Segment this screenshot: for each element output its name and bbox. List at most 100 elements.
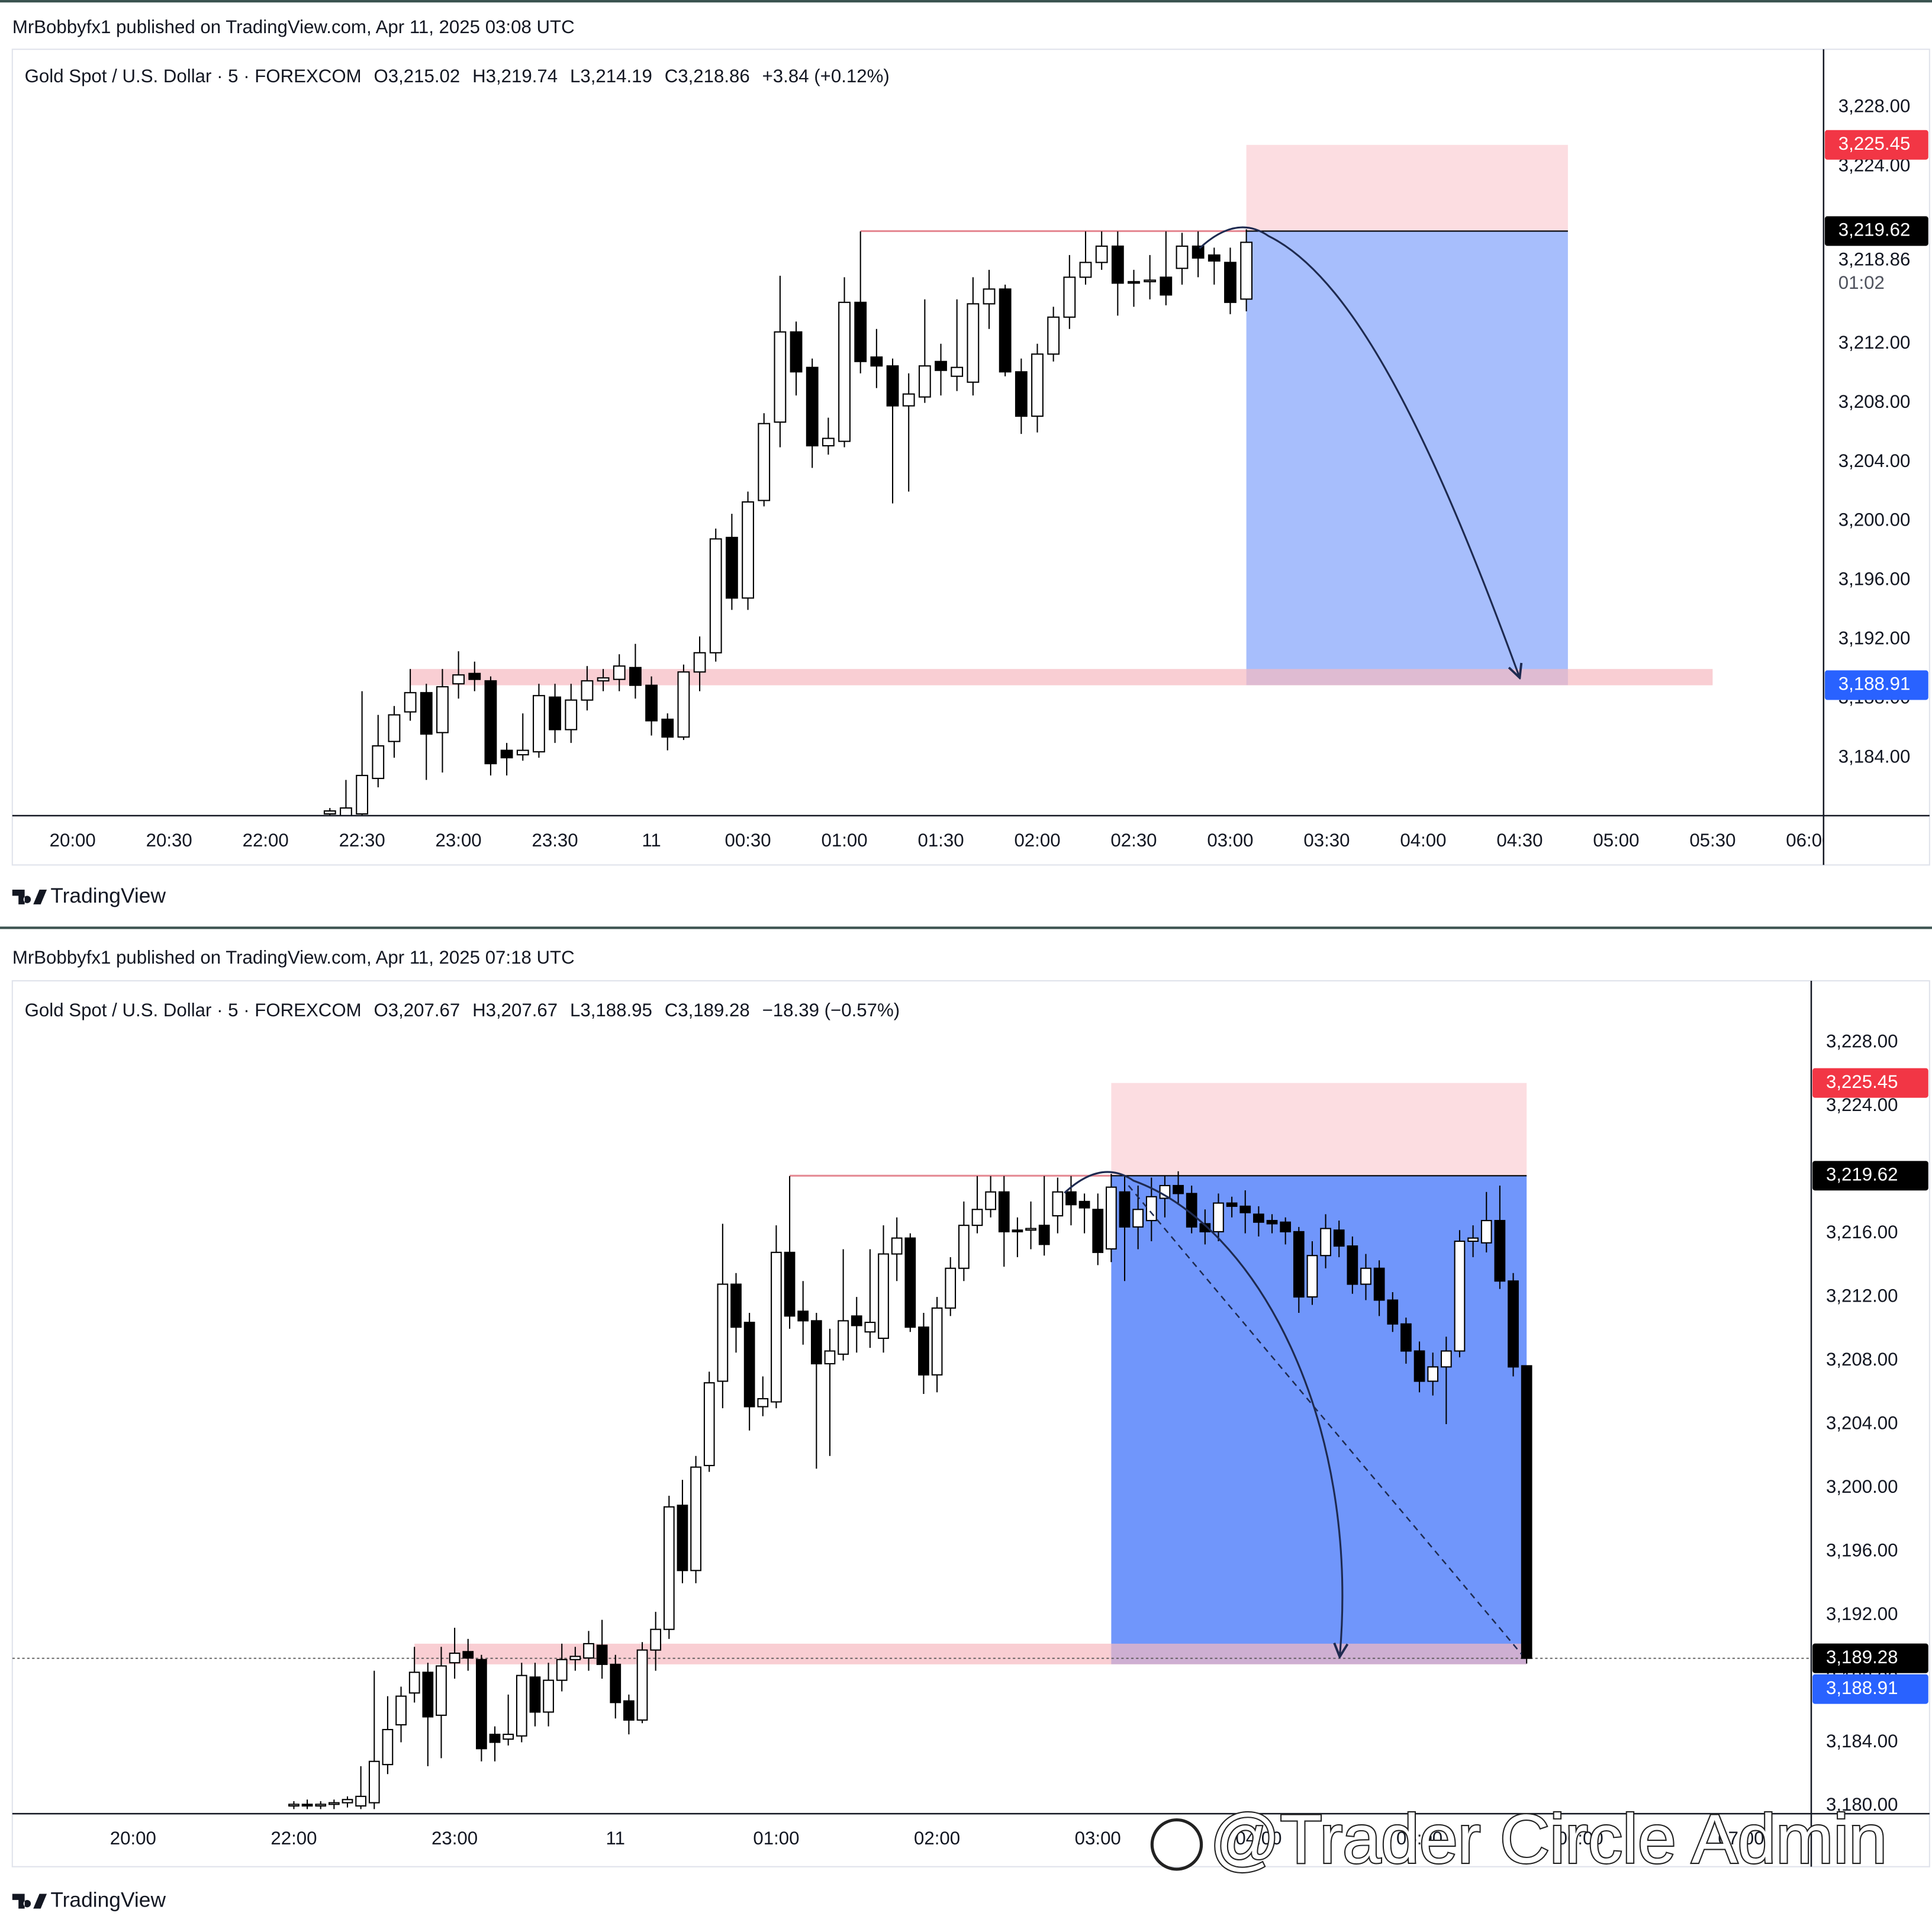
candle-body [355, 1795, 367, 1807]
panel-separator [0, 926, 1932, 929]
symbol-title: Gold Spot / U.S. Dollar · 5 · FOREXCOM [25, 1000, 362, 1020]
candle-body [1132, 1209, 1144, 1228]
candle-body [1494, 1220, 1506, 1282]
x-tick-label: 06:00 [1557, 1828, 1603, 1849]
candle-body [645, 684, 658, 722]
x-tick-label: 02:30 [1110, 830, 1157, 851]
candle-body [356, 775, 369, 815]
candle-body [1467, 1237, 1479, 1242]
bar-countdown: 01:02 [1838, 272, 1885, 293]
x-tick-label: 02:00 [1014, 830, 1060, 851]
candle-body [1521, 1365, 1532, 1659]
x-tick-label: 03:00 [1075, 1828, 1121, 1849]
ohlc-value: O3,207.67 [373, 1000, 460, 1020]
candle-body [565, 699, 578, 730]
candle-body [1192, 245, 1205, 259]
y-tick-label: 3,208.00 [1838, 391, 1911, 412]
logo-mark [12, 1894, 47, 1909]
candle-body [1047, 316, 1060, 355]
ohlc-value: H3,207.67 [472, 1000, 558, 1020]
x-tick-label: 01:00 [753, 1828, 799, 1849]
candle-body [388, 714, 401, 742]
candle-body [1400, 1323, 1412, 1352]
price-badge [1812, 1643, 1928, 1673]
chart-frame [11, 49, 1930, 866]
chart-frame [11, 980, 1930, 1867]
price-badge-label: 3,188.91 [1826, 1677, 1898, 1698]
candle-body [1106, 1186, 1117, 1250]
y-tick-label: 3,224.00 [1826, 1094, 1898, 1115]
candle-body [1128, 281, 1140, 284]
x-tick-label: 20:00 [50, 830, 96, 851]
ohlc-value: −18.39 (−0.57%) [762, 1000, 900, 1020]
y-tick-label: 3,212.00 [1838, 332, 1911, 353]
candle-body [1144, 279, 1157, 282]
y-tick-label: 3,216.00 [1826, 1222, 1898, 1242]
candle-body [790, 331, 803, 373]
watermark: @Trader Circle Admin [1150, 1799, 1888, 1879]
candle-body [484, 680, 497, 765]
candle-body [315, 1804, 327, 1807]
candle-body [1160, 276, 1173, 296]
y-tick-label: 3,184.00 [1826, 1731, 1898, 1751]
candle-body [596, 1644, 608, 1665]
price-badge-label: 3,225.45 [1826, 1071, 1898, 1092]
candle-body [806, 366, 819, 447]
candle-body [1176, 245, 1189, 269]
candle-body [717, 1283, 729, 1382]
candle-body [500, 749, 513, 759]
candle-body [597, 677, 610, 682]
candle-body [328, 1802, 340, 1805]
watermark-icon [1150, 1818, 1203, 1871]
y-tick-label: 3,184.00 [1838, 746, 1911, 767]
candle-body [1306, 1255, 1318, 1298]
x-tick-label: 22:00 [243, 830, 289, 851]
candle-body [529, 1676, 541, 1713]
x-tick-label: 11 [642, 830, 661, 851]
candle-body [1320, 1228, 1331, 1257]
x-tick-label: 20:00 [110, 1828, 156, 1849]
price-badge [1812, 1068, 1928, 1098]
candle-body [1065, 1191, 1077, 1206]
candle-body [650, 1628, 662, 1651]
tradingview-logo [12, 1894, 47, 1909]
top-border [0, 0, 1932, 3]
candle-body [985, 1191, 997, 1210]
x-tick-label: 23:30 [532, 830, 578, 851]
candle-body [742, 501, 754, 599]
y-tick-label: 3,208.00 [1826, 1349, 1898, 1370]
candle-body [436, 686, 449, 733]
candle-body [1173, 1184, 1184, 1194]
x-axis-labels: 20:00 22:00 23:00 11 01:00 02:00 03:00 04:00 05:… [110, 1828, 1764, 1849]
candle-body [1440, 1350, 1452, 1368]
projection-arrow [1064, 1171, 1342, 1657]
candle-body [1480, 1220, 1492, 1244]
candle-body [623, 1700, 635, 1721]
candle-body [971, 1209, 983, 1226]
logo-mark [12, 889, 47, 904]
y-tick-label: 3,192.00 [1838, 628, 1911, 649]
candle-body [420, 692, 433, 735]
candle-body [1145, 1196, 1157, 1222]
ohlc-value: C3,189.28 [665, 1000, 750, 1020]
plot-area [12, 1083, 1811, 1809]
candle-body [838, 1320, 849, 1355]
x-axis-labels: 20:00 20:30 22:00 22:30 23:00 23:30 11 00:30 01:… [50, 830, 1824, 851]
candle-body [1413, 1350, 1425, 1382]
projection-arrow [1199, 226, 1520, 678]
candle-body [951, 366, 964, 377]
y-tick-label: 3,192.00 [1826, 1603, 1898, 1624]
candle-body [784, 1251, 796, 1317]
candle-body [613, 665, 626, 680]
price-badge-label: 3,189.28 [1826, 1647, 1898, 1667]
candle-body [422, 1672, 434, 1718]
y-tick-label: 3,196.00 [1838, 569, 1911, 590]
candle-body [1199, 1223, 1211, 1232]
candle-body [703, 1382, 715, 1466]
candle-body [1239, 1205, 1251, 1213]
candle-body [878, 1253, 889, 1339]
candle-body [462, 1651, 474, 1659]
x-tick-label: 11 [606, 1828, 625, 1849]
candle-body [918, 365, 931, 398]
